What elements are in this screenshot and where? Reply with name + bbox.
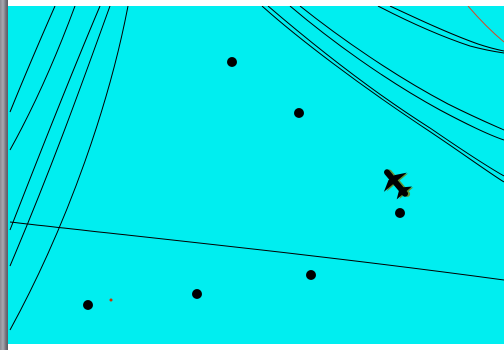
window-left-edge xyxy=(0,0,8,350)
map-svg[interactable] xyxy=(8,6,504,344)
map-marker[interactable] xyxy=(294,108,304,118)
left-curve-group xyxy=(9,6,129,331)
curve-line xyxy=(9,6,129,331)
curve-line xyxy=(377,6,504,54)
horizontal-line xyxy=(9,221,504,281)
map-background xyxy=(8,6,504,344)
curve-line xyxy=(9,6,101,231)
curve-line xyxy=(389,6,504,52)
curve-line xyxy=(267,6,504,177)
curve-line xyxy=(289,6,504,141)
curve-line xyxy=(299,6,504,131)
map-canvas[interactable] xyxy=(8,6,504,344)
curve-line xyxy=(9,6,56,113)
curve-line xyxy=(9,6,111,267)
map-marker[interactable] xyxy=(192,289,202,299)
map-marker[interactable] xyxy=(227,57,237,67)
curve-line xyxy=(9,6,76,151)
map-marker[interactable] xyxy=(395,208,405,218)
map-marker[interactable] xyxy=(306,270,316,280)
marker-group xyxy=(83,57,405,310)
right-curve-group xyxy=(261,6,504,183)
accent-line xyxy=(467,6,504,43)
small-marker xyxy=(109,298,113,302)
map-marker[interactable] xyxy=(83,300,93,310)
curve-line xyxy=(261,6,504,183)
